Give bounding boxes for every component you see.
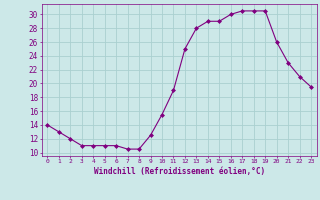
X-axis label: Windchill (Refroidissement éolien,°C): Windchill (Refroidissement éolien,°C): [94, 167, 265, 176]
